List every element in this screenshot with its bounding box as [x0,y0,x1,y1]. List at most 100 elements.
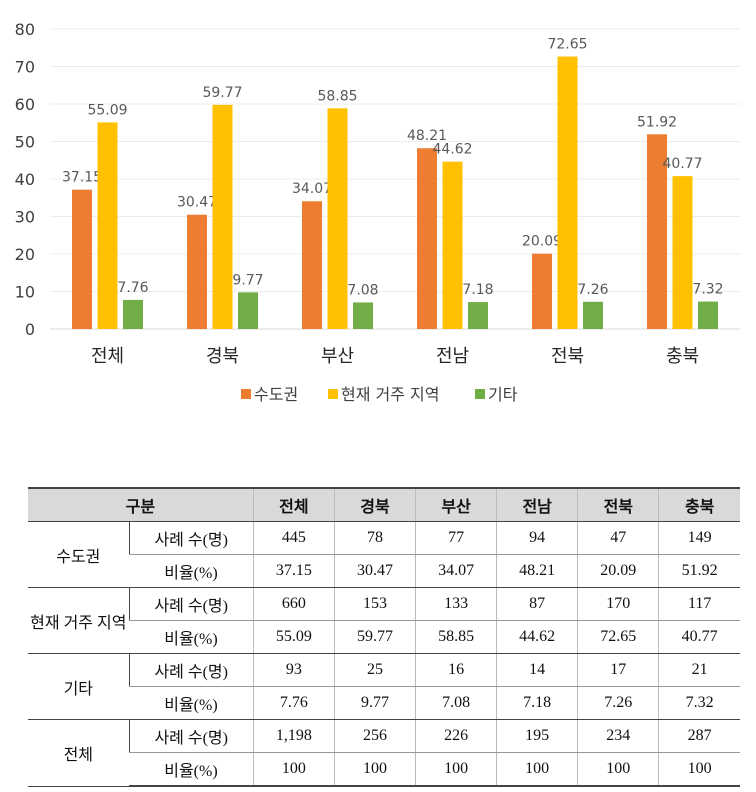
table-cell: 25 [333,653,416,687]
header-region: 전남 [496,487,578,522]
table-cell: 445 [252,521,335,555]
data-label: 7.18 [462,282,493,298]
x-tick-label: 전남 [436,346,469,367]
table-row: 비율(%) 100 100 100 100 100 100 [28,752,740,787]
data-label: 55.09 [87,102,127,118]
y-tick-label: 40 [15,170,35,189]
header-region: 부산 [415,487,497,522]
legend-label: 수도권 [254,385,298,404]
bar [327,108,348,329]
legend-swatch [241,389,251,399]
table-cell: 78 [333,521,416,555]
table-cell: 93 [252,653,335,687]
table-cell: 195 [496,719,578,753]
row-label: 비율(%) [129,752,254,787]
legend-swatch [328,389,338,399]
table-cell: 59.77 [333,620,416,654]
x-tick-label: 경북 [206,346,239,367]
table-cell: 20.09 [577,554,659,588]
table-cell: 55.09 [252,620,335,654]
bar [187,214,207,329]
data-label: 58.85 [317,88,357,104]
data-label: 7.26 [577,282,608,298]
table-cell: 40.77 [658,620,740,654]
bar [72,189,92,329]
bar [672,176,693,329]
y-tick-label: 80 [15,20,35,39]
table-cell: 1,198 [252,719,335,753]
table-header-row: 구분 전체 경북 부산 전남 전북 충북 [28,487,740,522]
data-label: 7.08 [347,282,378,298]
bar [123,299,143,329]
table-cell: 58.85 [415,620,497,654]
table-cell: 34.07 [415,554,497,588]
table-cell: 14 [496,653,578,687]
table-cell: 226 [415,719,497,753]
y-tick-label: 30 [15,208,35,227]
row-label: 비율(%) [129,686,254,720]
y-tick-label: 0 [25,320,35,339]
table-cell: 170 [577,587,659,621]
data-label: 7.32 [692,282,723,298]
table-cell: 7.26 [577,686,659,720]
table-cell: 87 [496,587,578,621]
bar [417,148,437,329]
bar [698,301,718,329]
data-label: 51.92 [637,114,677,130]
bar [238,292,258,329]
header-region: 충북 [658,487,740,522]
bar [557,56,578,329]
data-label: 48.21 [407,128,447,144]
table-cell: 37.15 [252,554,335,588]
header-region: 경북 [333,487,416,522]
table-cell: 7.18 [496,686,578,720]
table-cell: 117 [658,587,740,621]
table-cell: 100 [333,752,416,787]
table-cell: 153 [333,587,416,621]
table-cell: 51.92 [658,554,740,588]
table-cell: 100 [658,752,740,787]
row-label: 비율(%) [129,620,254,654]
bar [353,302,373,329]
x-tick-label: 부산 [321,346,354,367]
bar [532,253,552,329]
row-label: 사례 수(명) [128,719,254,753]
data-label: 30.47 [177,195,217,211]
header-region: 전체 [252,487,335,522]
header-category: 구분 [28,487,254,522]
table-cell: 77 [415,521,497,555]
bar [647,134,667,329]
row-label: 사례 수(명) [128,521,254,555]
row-label: 사례 수(명) [128,653,254,687]
group-label: 전체 [28,719,130,787]
header-region: 전북 [577,487,659,522]
table-cell: 256 [333,719,416,753]
table-row: 현재 거주 지역 사례 수(명) 660 153 133 87 170 117 [28,587,740,654]
bar-chart: 0 10 20 30 40 50 60 70 80 전체 37.15 55.09 7.76 경북 30.47… [15,20,740,404]
bar [212,104,233,329]
data-label: 59.77 [202,85,242,101]
table-cell: 7.32 [658,686,740,720]
group-label: 수도권 [28,521,130,588]
x-tick-label: 전체 [91,346,124,367]
legend-swatch [475,389,485,399]
table-row: 수도권 사례 수(명) 445 78 77 94 47 149 [28,521,740,588]
table-cell: 30.47 [333,554,416,588]
table-cell: 234 [577,719,659,753]
table-row: 비율(%) 37.15 30.47 34.07 48.21 20.09 51.92 [28,554,740,588]
data-label: 9.77 [232,272,263,288]
table-cell: 21 [658,653,740,687]
table-row: 전체 사례 수(명) 1,198 256 226 195 234 287 [28,719,740,787]
data-label: 34.07 [292,181,332,197]
table-cell: 287 [658,719,740,753]
bar [442,161,463,329]
table-cell: 660 [252,587,335,621]
table-cell: 48.21 [496,554,578,588]
table-cell: 100 [496,752,578,787]
data-label: 44.62 [432,142,472,158]
data-label: 7.76 [117,280,148,296]
table-cell: 149 [658,521,740,555]
data-label: 37.15 [62,170,102,186]
data-table: 구분 전체 경북 부산 전남 전북 충북 수도권 사례 수(명) 445 78 77 94 47 149 비… [28,487,740,787]
table-cell: 44.62 [496,620,578,654]
